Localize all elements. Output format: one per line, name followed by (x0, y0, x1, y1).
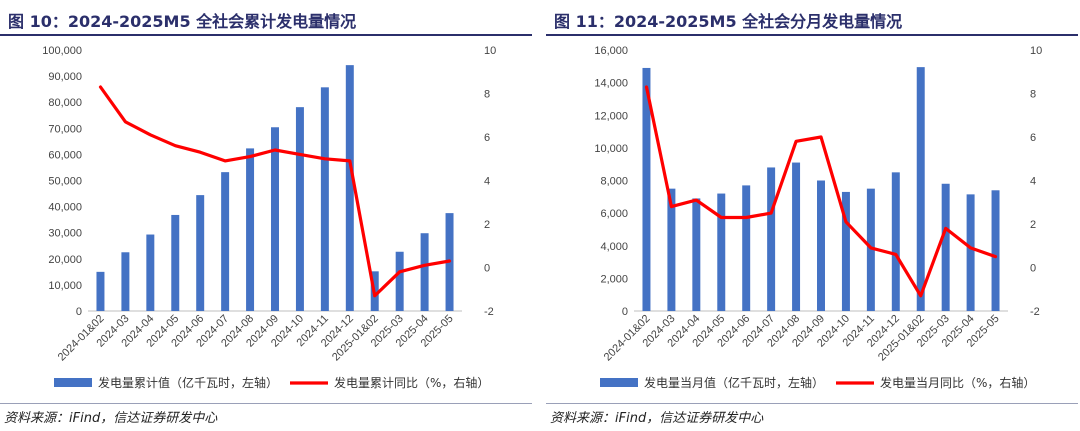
bar (146, 234, 155, 311)
monthly-chart: 0 2,000 4,000 6,000 8,000 10,000 12,000 14,000 1… (594, 45, 1042, 390)
bar (121, 252, 130, 311)
legend-line-label: 发电量累计同比（%，右轴） (334, 375, 489, 390)
bar (991, 190, 1000, 311)
y-left-tick-label: 90,000 (48, 71, 82, 83)
y-left-tick-label: 60,000 (48, 149, 82, 161)
y-right-tick-label: 6 (484, 132, 490, 144)
chart-title: 图 11：2024-2025M5 全社会分月发电量情况 (554, 12, 903, 31)
title-divider (546, 34, 1078, 36)
y-left-tick-label: 80,000 (48, 97, 82, 109)
y-left-tick-label: 30,000 (48, 228, 82, 240)
bar (767, 167, 776, 311)
bar (395, 251, 404, 311)
y-right-tick-label: 2 (1030, 219, 1036, 231)
source-note: 资料来源：iFind，信达证券研发中心 (4, 411, 218, 426)
bar (642, 67, 651, 311)
y-left-tick-label: 8,000 (600, 176, 628, 188)
y-left-tick-label: 16,000 (594, 45, 628, 57)
y-right-tick-label: -2 (484, 306, 494, 318)
y-left-tick-label: 70,000 (48, 123, 82, 135)
bar (792, 162, 801, 311)
bar (246, 148, 255, 311)
cumulative-chart: 0 10,000 20,000 30,000 40,000 50,000 60,000 70,… (42, 45, 496, 390)
bar (221, 172, 230, 311)
title-divider (0, 34, 532, 36)
y-right-tick-label: 2 (484, 219, 490, 231)
series-line (644, 85, 998, 298)
legend-bar-label: 发电量当月值（亿千瓦时，左轴） (644, 375, 824, 390)
y-right-tick-label: 10 (1030, 45, 1042, 57)
y-left-tick-label: 12,000 (594, 110, 628, 122)
bar (692, 198, 701, 311)
y-right-tick-label: -2 (1030, 306, 1040, 318)
legend-bar-label: 发电量累计值（亿千瓦时，左轴） (98, 375, 278, 390)
y-right-tick-label: 8 (484, 89, 490, 101)
bar (96, 271, 105, 311)
y-left-tick-label: 4,000 (600, 241, 628, 253)
bar (295, 107, 304, 311)
y-left-tick-label: 50,000 (48, 176, 82, 188)
y-left-tick-label: 10,000 (48, 280, 82, 292)
y-left-tick-label: 0 (76, 306, 82, 318)
source-divider (546, 403, 1078, 404)
legend-bar-swatch (54, 378, 92, 387)
bar (345, 65, 354, 311)
y-right-tick-label: 6 (1030, 132, 1036, 144)
chart-title: 图 10：2024-2025M5 全社会累计发电量情况 (8, 12, 357, 31)
chart-panel-cumulative: 图 10：2024-2025M5 全社会累计发电量情况 0 10,000 20,00… (0, 0, 532, 431)
y-right-tick-label: 10 (484, 45, 496, 57)
chart-panel-monthly: 图 11：2024-2025M5 全社会分月发电量情况 0 2,000 4,000 6… (546, 0, 1078, 431)
bar (196, 195, 205, 311)
bar (841, 191, 850, 311)
bar (742, 185, 751, 311)
bar (420, 233, 429, 311)
y-right-tick-label: 4 (1030, 176, 1036, 188)
bar (966, 194, 975, 311)
legend-line-label: 发电量当月同比（%，右轴） (880, 375, 1035, 390)
y-left-tick-label: 14,000 (594, 78, 628, 90)
y-left-tick-label: 0 (622, 306, 628, 318)
bar (941, 183, 950, 311)
y-right-tick-label: 4 (484, 176, 490, 188)
bar (717, 193, 726, 311)
y-left-tick-label: 20,000 (48, 254, 82, 266)
source-note: 资料来源：iFind，信达证券研发中心 (550, 411, 764, 426)
y-left-tick-label: 6,000 (600, 208, 628, 220)
bar (320, 87, 329, 311)
y-left-tick-label: 2,000 (600, 273, 628, 285)
y-right-tick-label: 0 (1030, 263, 1036, 275)
bar (171, 214, 180, 311)
series-line (98, 85, 452, 298)
y-right-tick-label: 0 (484, 263, 490, 275)
bar (817, 180, 825, 311)
bar (866, 188, 875, 311)
bar (891, 172, 900, 311)
bar (916, 67, 925, 311)
source-divider (0, 403, 532, 404)
bar (271, 127, 279, 311)
y-left-tick-label: 40,000 (48, 202, 82, 214)
bar (667, 188, 676, 311)
y-right-tick-label: 8 (1030, 89, 1036, 101)
y-left-tick-label: 10,000 (594, 143, 628, 155)
legend-bar-swatch (600, 378, 638, 387)
y-left-tick-label: 100,000 (42, 45, 82, 57)
